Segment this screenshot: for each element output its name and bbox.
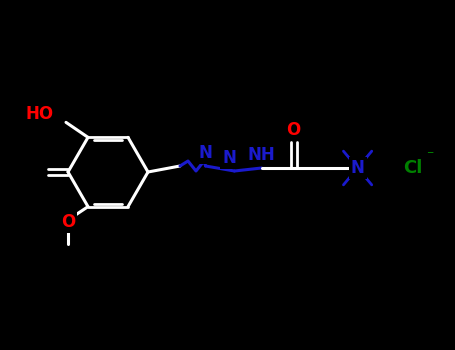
Text: O: O bbox=[61, 213, 75, 231]
Text: NH: NH bbox=[248, 146, 275, 164]
Text: N: N bbox=[351, 159, 364, 177]
Text: Cl: Cl bbox=[403, 159, 422, 177]
Text: O: O bbox=[287, 121, 301, 139]
Text: ⁻: ⁻ bbox=[425, 148, 433, 162]
Text: N: N bbox=[199, 144, 212, 162]
Text: HO: HO bbox=[26, 105, 54, 123]
Text: N: N bbox=[222, 149, 236, 167]
